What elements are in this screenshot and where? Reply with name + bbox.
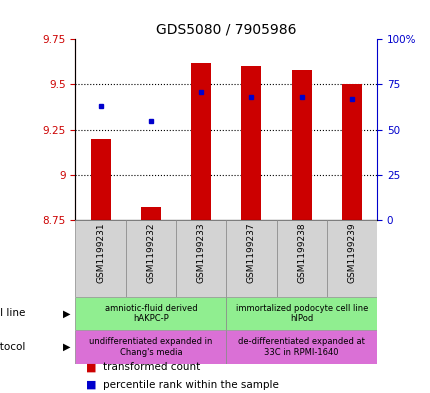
Text: percentile rank within the sample: percentile rank within the sample bbox=[103, 380, 279, 390]
Title: GDS5080 / 7905986: GDS5080 / 7905986 bbox=[156, 23, 296, 37]
Bar bbox=[75, 297, 226, 330]
Text: immortalized podocyte cell line
hIPod: immortalized podocyte cell line hIPod bbox=[235, 304, 367, 323]
Text: GSM1199233: GSM1199233 bbox=[196, 222, 205, 283]
Bar bbox=[341, 84, 361, 220]
Bar bbox=[141, 208, 160, 220]
Text: undifferentiated expanded in
Chang's media: undifferentiated expanded in Chang's med… bbox=[89, 337, 212, 356]
Bar bbox=[226, 220, 276, 297]
Text: ■: ■ bbox=[86, 380, 96, 390]
Text: ▶: ▶ bbox=[63, 342, 71, 352]
Text: GSM1199237: GSM1199237 bbox=[246, 222, 255, 283]
Text: ▶: ▶ bbox=[63, 309, 71, 318]
Bar bbox=[75, 330, 226, 364]
Text: GSM1199239: GSM1199239 bbox=[347, 222, 356, 283]
Bar bbox=[291, 70, 311, 220]
Bar bbox=[90, 139, 111, 220]
Text: growth protocol: growth protocol bbox=[0, 342, 26, 352]
Text: GSM1199231: GSM1199231 bbox=[96, 222, 105, 283]
Bar bbox=[276, 220, 326, 297]
Bar bbox=[241, 66, 261, 220]
Bar bbox=[190, 63, 211, 220]
Bar bbox=[226, 297, 376, 330]
Bar bbox=[175, 220, 226, 297]
Bar bbox=[226, 330, 376, 364]
Text: de-differentiated expanded at
33C in RPMI-1640: de-differentiated expanded at 33C in RPM… bbox=[238, 337, 364, 356]
Text: GSM1199232: GSM1199232 bbox=[146, 222, 155, 283]
Bar bbox=[75, 220, 126, 297]
Text: transformed count: transformed count bbox=[103, 362, 200, 373]
Text: amniotic-fluid derived
hAKPC-P: amniotic-fluid derived hAKPC-P bbox=[104, 304, 197, 323]
Text: GSM1199238: GSM1199238 bbox=[297, 222, 305, 283]
Text: cell line: cell line bbox=[0, 309, 26, 318]
Bar bbox=[126, 220, 175, 297]
Text: ■: ■ bbox=[86, 362, 96, 373]
Bar bbox=[326, 220, 376, 297]
